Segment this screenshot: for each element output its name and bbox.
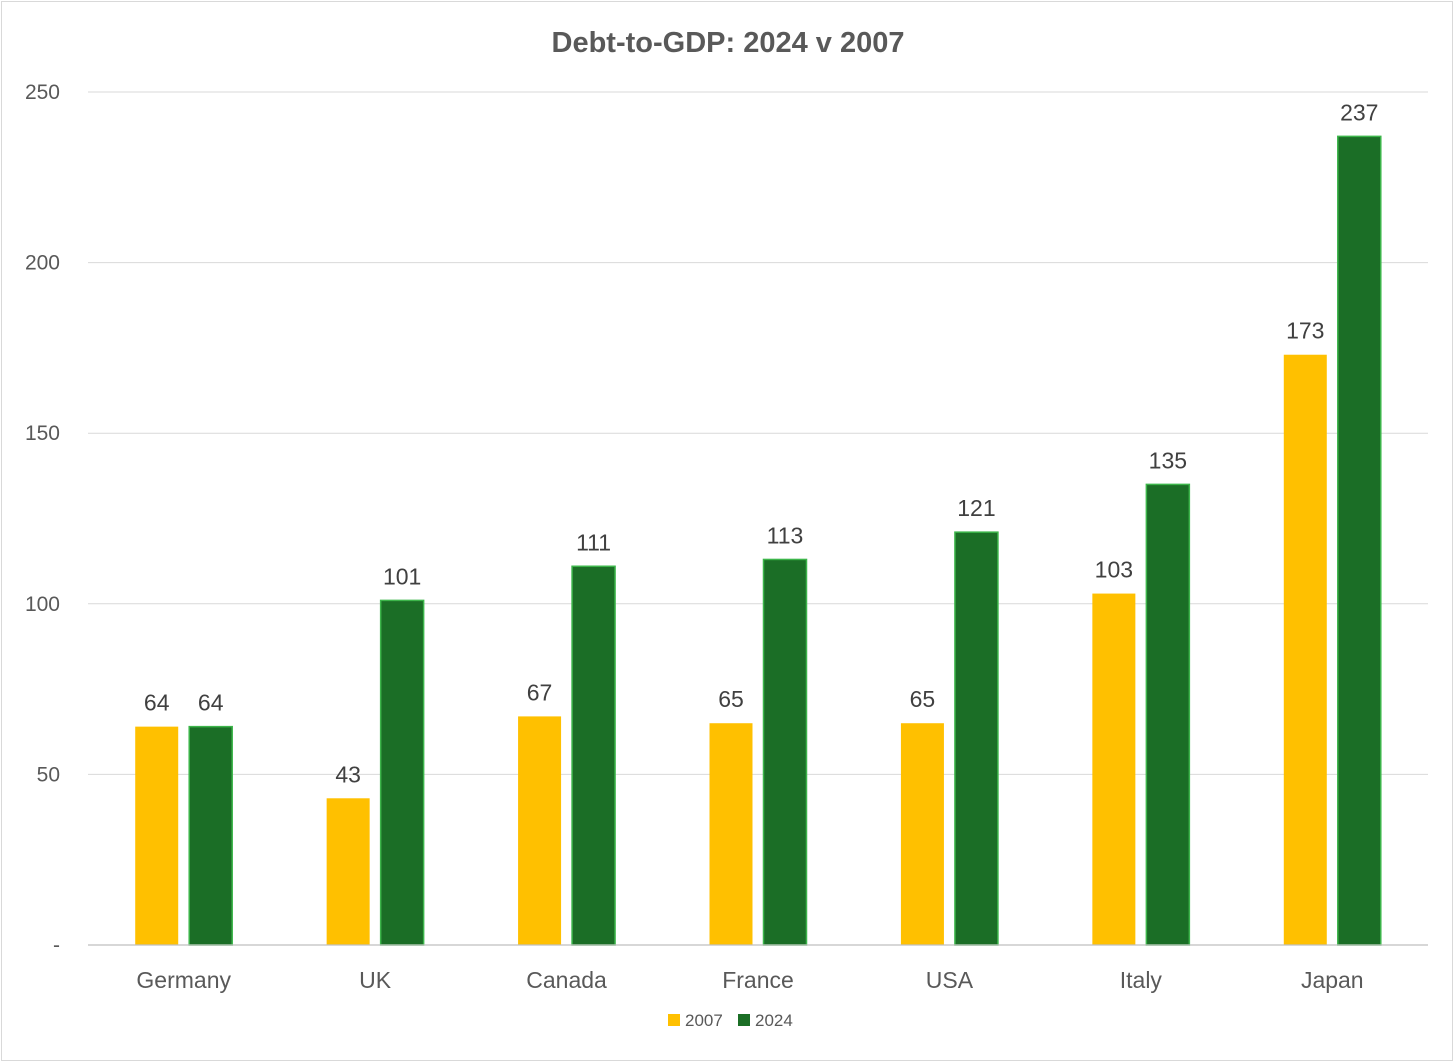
bar-2024-uk (379, 599, 425, 946)
bar-2007-france (709, 723, 753, 945)
data-label: 64 (144, 690, 170, 716)
data-label: 111 (576, 529, 611, 555)
x-axis-ticks: Germany UK Canada France USA Italy Japan (136, 967, 1363, 993)
bar-2024-germany (188, 725, 233, 946)
chart-title: Debt-to-GDP: 2024 v 2007 (552, 27, 905, 59)
bars (135, 135, 1382, 946)
data-label: 67 (527, 679, 553, 705)
y-axis-ticks: - 50 100 150 200 250 (25, 81, 60, 957)
data-label: 173 (1286, 318, 1324, 344)
bar-2024-italy (1145, 483, 1191, 946)
gridlines (88, 91, 1428, 775)
data-label: 65 (718, 686, 744, 712)
x-tick-label: Italy (1120, 967, 1163, 993)
bar-2007-germany (135, 726, 179, 945)
bar-2007-uk (326, 798, 370, 945)
data-label: 121 (957, 495, 995, 521)
legend-label: 2007 (685, 1011, 723, 1030)
x-tick-label: Germany (136, 967, 231, 993)
data-label: 65 (910, 686, 936, 712)
bar-2007-italy (1092, 593, 1136, 945)
x-tick-label: USA (926, 967, 974, 993)
legend: 2007 2024 (668, 1011, 793, 1030)
data-label: 135 (1149, 447, 1187, 473)
bar-2007-canada (518, 716, 562, 945)
x-tick-label: Japan (1301, 967, 1364, 993)
data-label: 43 (335, 761, 361, 787)
data-label: 103 (1095, 557, 1133, 583)
bar-2007-usa (900, 723, 944, 945)
data-label: 237 (1340, 99, 1378, 125)
data-label: 64 (198, 690, 224, 716)
bar-2024-france (762, 558, 808, 946)
legend-label: 2024 (755, 1011, 793, 1030)
bar-2024-japan (1337, 135, 1382, 946)
data-label: 101 (383, 563, 421, 589)
bar-2024-canada (571, 565, 616, 946)
bar-2007-japan (1283, 354, 1327, 945)
y-tick-label: 150 (25, 422, 60, 445)
legend-swatch (668, 1014, 680, 1026)
bar-2024-usa (954, 531, 999, 946)
legend-swatch (738, 1014, 750, 1026)
x-tick-label: Canada (526, 967, 607, 993)
y-tick-label: - (53, 934, 60, 957)
data-label: 113 (767, 522, 804, 548)
y-tick-label: 100 (25, 593, 60, 616)
data-labels: 64 64 43 101 67 111 65 113 65 121 103 135 173 237 (144, 99, 1379, 787)
y-tick-label: 200 (25, 252, 60, 275)
y-tick-label: 50 (37, 763, 60, 786)
x-tick-label: France (722, 967, 794, 993)
y-tick-label: 250 (25, 81, 60, 104)
x-tick-label: UK (359, 967, 392, 993)
